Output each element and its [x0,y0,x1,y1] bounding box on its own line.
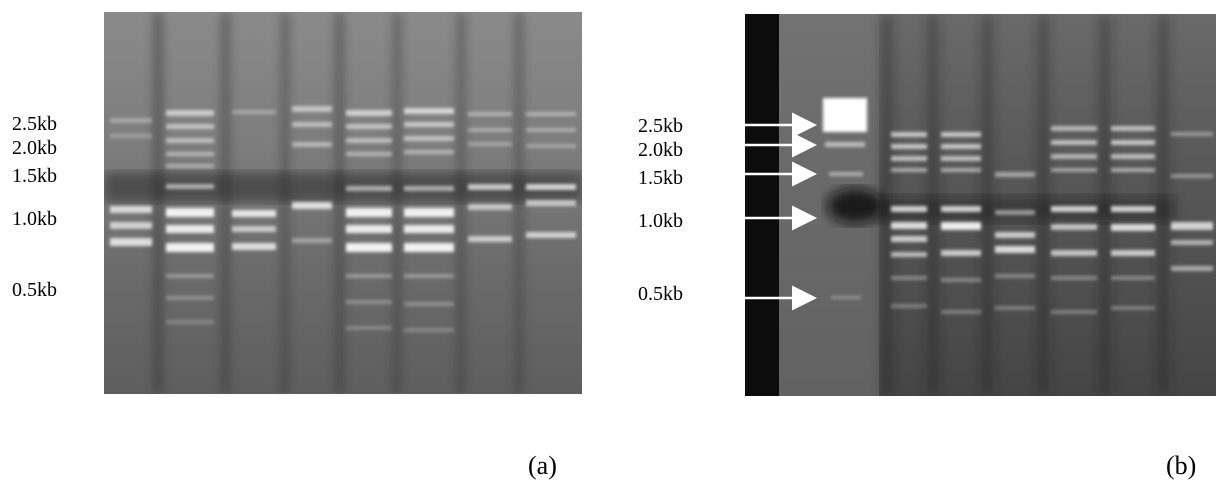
panel-label-b: (b) [1166,451,1197,480]
gel-b-bands [745,14,1213,396]
marker-label-a-1.5kb: 1.5kb [12,165,57,187]
marker-label-b-2.5kb: 2.5kb [638,115,683,137]
marker-label-a-2.0kb: 2.0kb [12,137,57,159]
marker-label-a-0.5kb: 0.5kb [12,279,57,301]
marker-label-b-0.5kb: 0.5kb [638,283,683,305]
gel-image-a [104,12,582,394]
marker-label-b-2.0kb: 2.0kb [638,139,683,161]
marker-label-b-1.5kb: 1.5kb [638,167,683,189]
marker-label-a-2.5kb: 2.5kb [12,113,57,135]
panel-label-a: (a) [528,451,557,480]
gel-a-bands [104,12,582,394]
marker-label-b-1.0kb: 1.0kb [638,210,683,232]
marker-label-a-1.0kb: 1.0kb [12,208,57,230]
gel-image-b [745,14,1216,396]
